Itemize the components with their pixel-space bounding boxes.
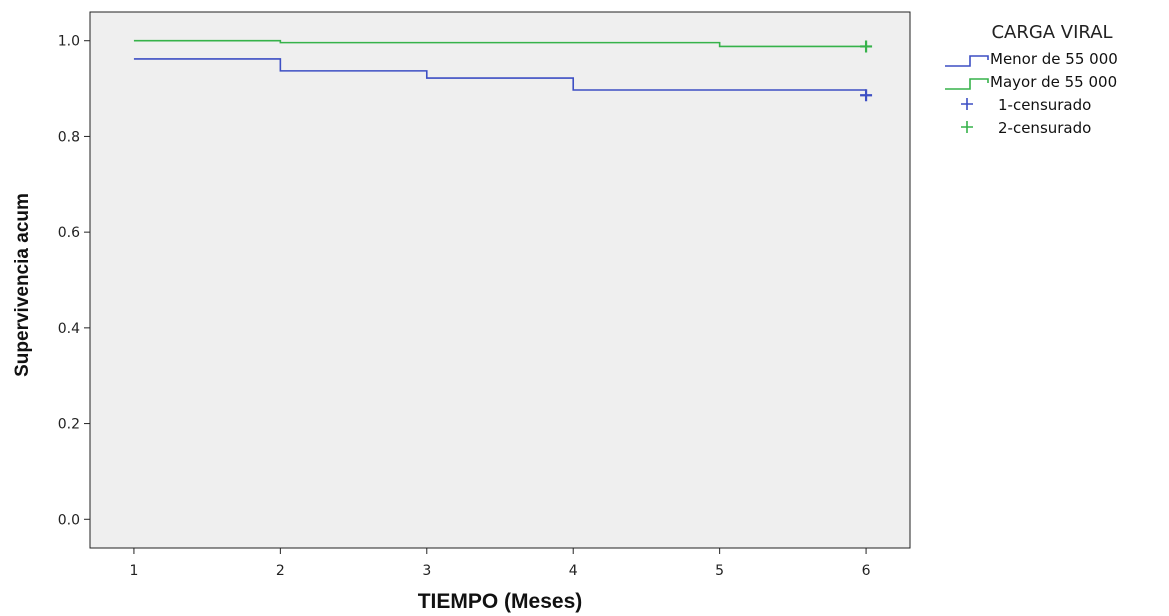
y-tick-label: 0.4 [58, 321, 80, 337]
legend-censor-label-2: 2-censurado [998, 119, 1091, 137]
y-tick-label: 0.8 [58, 129, 80, 145]
y-tick-label: 0.0 [58, 512, 80, 528]
legend-swatch-1 [945, 55, 989, 67]
legend-title: CARGA VIRAL [991, 22, 1112, 43]
legend-censor-label-1: 1-censurado [998, 96, 1091, 114]
y-axis: 0.0 0.2 0.4 0.6 0.8 1.0 [58, 34, 90, 528]
legend-swatch-2 [945, 78, 989, 90]
x-tick-label: 1 [129, 563, 138, 579]
legend-label-1: Menor de 55 000 [990, 50, 1118, 68]
censor-marker-1 [860, 89, 873, 102]
series-line-1 [133, 58, 867, 91]
legend-label-2: Mayor de 55 000 [990, 73, 1117, 91]
legend-censor-swatch-2 [961, 121, 973, 133]
series-layer [133, 39, 867, 91]
legend: CARGA VIRAL Menor de 55 000 Mayor de 55 0… [945, 22, 1118, 137]
x-axis: 1 2 3 4 5 6 [129, 548, 871, 579]
x-tick-label: 5 [715, 563, 724, 579]
y-tick-label: 1.0 [58, 34, 80, 50]
y-axis-title: Supervivencia acum [12, 193, 33, 377]
x-tick-label: 3 [422, 563, 431, 579]
censor-markers [860, 40, 873, 102]
legend-censor-swatch-1 [961, 98, 973, 110]
plot-area [89, 11, 911, 549]
x-axis-title: TIEMPO (Meses) [418, 590, 583, 613]
y-tick-label: 0.6 [58, 225, 80, 241]
censor-marker-2 [860, 40, 873, 53]
y-tick-label: 0.2 [58, 417, 80, 433]
x-tick-label: 4 [569, 563, 578, 579]
x-tick-label: 2 [276, 563, 285, 579]
series-line-2 [133, 39, 867, 48]
x-tick-label: 6 [862, 563, 871, 579]
